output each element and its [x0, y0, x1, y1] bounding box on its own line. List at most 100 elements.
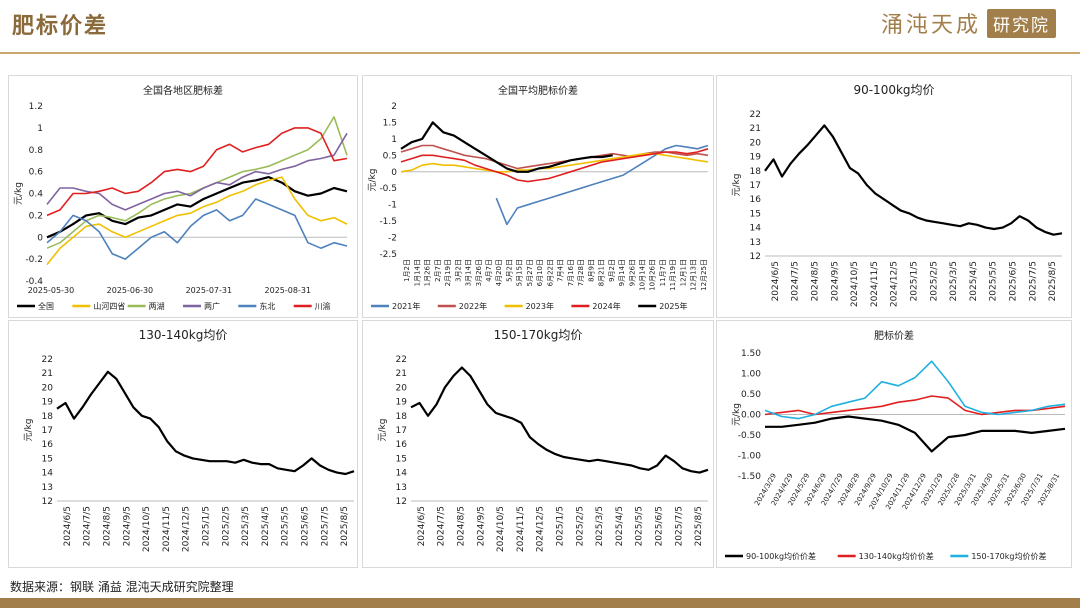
- x-tick-label: 9月26日: [628, 259, 636, 286]
- x-tick-label: 2025/5/5: [635, 506, 645, 546]
- chart-panel-spread: 肥标价差 元/kg 1.50 1.00 0.50 0.00 -0.50 -1.00 -1.50 2…: [716, 320, 1072, 568]
- x-tick-label: 2025/1/5: [910, 261, 920, 301]
- legend-label: 2024年: [592, 301, 620, 311]
- series-line-1: [495, 144, 709, 226]
- x-tick-label: 8月9日: [587, 259, 595, 282]
- x-tick-label: 6月22日: [546, 259, 554, 286]
- x-tick-label: 2024/6/5: [63, 506, 73, 546]
- y-tick-label: 0.8: [29, 146, 44, 156]
- legend-label: 全国: [38, 301, 54, 311]
- legend-label: 90-100kg均价价差: [746, 551, 816, 561]
- x-tick-label: 7月4日: [557, 259, 565, 282]
- series-line-1: [765, 415, 1066, 453]
- y-tick-label: 0.5: [383, 151, 397, 161]
- legend-label: 山河四省: [93, 301, 125, 311]
- y-tick-label: -2: [388, 234, 397, 244]
- legend-label: 2023年: [526, 301, 554, 311]
- x-tick-label: 2025/1/5: [202, 506, 212, 546]
- x-tick-label: 3月14日: [465, 259, 473, 286]
- series-line-1: [56, 370, 355, 476]
- x-tick-label: 2024/12/5: [890, 261, 900, 307]
- series-line-1: [410, 366, 709, 474]
- x-tick-label: 2024/11/5: [870, 261, 880, 307]
- y-tick-label: 19: [42, 398, 54, 408]
- y-tick-label: 22: [396, 355, 407, 365]
- x-tick-label: 2月7日: [434, 259, 442, 282]
- x-tick-label: 2024/12/5: [536, 506, 546, 552]
- brand-sub: 研究院: [987, 8, 1056, 38]
- x-tick-label: 2025/3/5: [241, 506, 251, 546]
- x-tick-label: 2025/5/5: [989, 261, 999, 301]
- x-tick-label: 2025/8/5: [1048, 261, 1058, 301]
- chart-panel-national: 全国平均肥标价差 元/kg 2 1.5 1 0.5 0 -0.5 -1 -1.5 -2 -2.5 1月2…: [362, 75, 714, 318]
- x-tick-label: 3月2日: [454, 259, 462, 282]
- y-tick-label: 1: [37, 124, 43, 134]
- y-tick-label: -0.50: [738, 431, 762, 441]
- chart-svg-spread: 肥标价差元/kg1.501.000.500.00-0.50-1.00-1.502…: [725, 329, 1066, 561]
- y-tick-label: 15: [396, 454, 407, 464]
- y-tick-label: -0.2: [25, 255, 43, 265]
- y-tick-label: 20: [750, 138, 762, 148]
- y-axis-label: 元/kg: [368, 169, 378, 192]
- x-tick-label: 2025/4/5: [615, 506, 625, 546]
- x-tick-label: 2024/8/5: [457, 506, 467, 546]
- data-source: 数据来源：钢联 涌益 混沌天成研究院整理: [10, 580, 234, 594]
- y-tick-label: -1.50: [738, 472, 762, 482]
- x-tick-label: 5月15日: [516, 259, 524, 286]
- series-line-4: [46, 132, 348, 211]
- legend-label: 2021年: [392, 301, 420, 311]
- y-tick-label: 19: [750, 153, 762, 163]
- x-tick-label: 12月25日: [700, 259, 708, 291]
- x-tick-label: 2025/6/5: [1009, 261, 1019, 301]
- y-tick-label: 21: [750, 124, 761, 134]
- x-tick-label: 7月16日: [567, 259, 575, 286]
- x-tick-label: 2025/4/5: [969, 261, 979, 301]
- x-tick-label: 2025/2/5: [929, 261, 939, 301]
- y-tick-label: 16: [42, 440, 54, 450]
- x-tick-label: 2024/11/5: [516, 506, 526, 552]
- y-tick-label: -1: [388, 201, 397, 211]
- legend-label: 川渝: [315, 301, 331, 311]
- y-tick-label: 17: [42, 426, 53, 436]
- chart-panel-150-170: 150-170kg均价 元/kg 22 21 20 19 18 17 16 15 14 13 12 202…: [362, 320, 714, 568]
- legend-label: 2022年: [459, 301, 487, 311]
- x-tick-label: 2025-08-31: [265, 286, 312, 295]
- x-tick-label: 2025/2/5: [575, 506, 585, 546]
- y-tick-label: 1.50: [741, 349, 761, 359]
- series-line-2: [46, 176, 348, 266]
- y-tick-label: 14: [750, 224, 762, 234]
- y-axis-label: 元/kg: [732, 403, 742, 426]
- y-tick-label: 14: [42, 469, 54, 479]
- x-tick-label: 9月2日: [608, 259, 616, 282]
- y-axis-label: 元/kg: [378, 419, 388, 442]
- y-tick-label: 0: [391, 168, 397, 178]
- y-tick-label: 13: [396, 483, 407, 493]
- x-tick-label: 4月7日: [485, 259, 493, 282]
- y-tick-label: 1.5: [383, 118, 397, 128]
- x-tick-label: 2024/8/5: [103, 506, 113, 546]
- y-axis-label: 元/kg: [732, 174, 742, 197]
- y-tick-label: 18: [42, 412, 54, 422]
- y-tick-label: 16: [750, 195, 762, 205]
- y-tick-label: 1.2: [29, 102, 43, 112]
- chart-title: 90-100kg均价: [853, 83, 934, 97]
- x-tick-label: 2025/7/5: [674, 506, 684, 546]
- x-tick-label: 4月20日: [495, 259, 503, 286]
- y-tick-label: -1.5: [379, 217, 397, 227]
- legend-label: 两湖: [149, 302, 165, 311]
- chart-panel-130-140: 130-140kg均价 元/kg 22 21 20 19 18 17 16 15 14 13 12 202…: [8, 320, 358, 568]
- chart-title: 150-170kg均价: [494, 328, 583, 342]
- x-tick-label: 2025/1/5: [556, 506, 566, 546]
- y-tick-label: 13: [42, 483, 53, 493]
- y-tick-label: 12: [750, 252, 761, 262]
- x-tick-label: 2024/12/5: [182, 506, 192, 552]
- page-title: 肥标价差: [12, 13, 109, 39]
- legend-label: 两广: [204, 301, 220, 311]
- y-tick-label: 17: [750, 181, 761, 191]
- chart-panel-regional: 全国各地区肥标差 元/kg 1.2 1 0.8 0.6 0.4 0.2 0 -0.2 -0.4 202…: [8, 75, 358, 318]
- x-tick-label: 2025/4/5: [261, 506, 271, 546]
- y-tick-label: -1.00: [738, 452, 762, 462]
- y-tick-label: -0.5: [379, 184, 397, 194]
